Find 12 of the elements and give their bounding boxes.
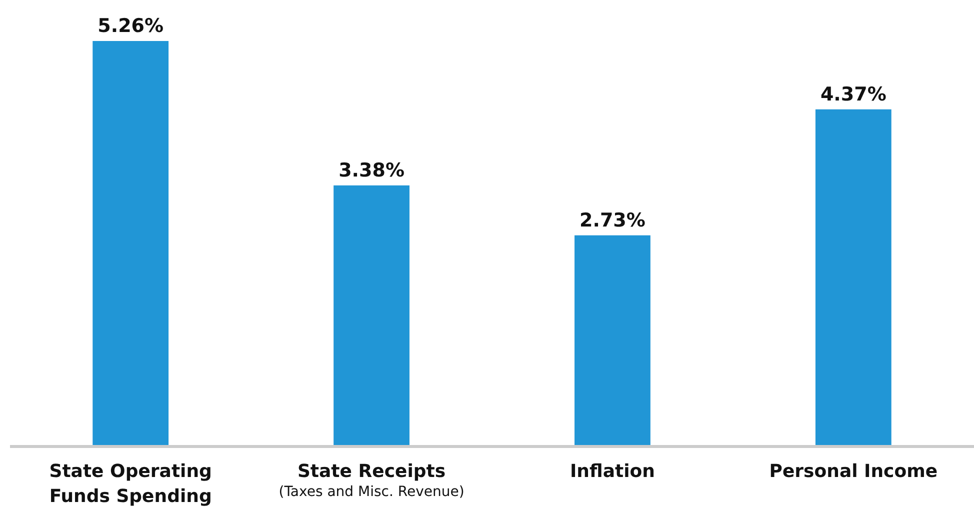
x-tick-label: Inflation — [570, 461, 655, 482]
data-label: 5.26% — [98, 15, 164, 37]
bar — [334, 185, 410, 445]
x-tick-label: State Operating Funds Spending — [49, 461, 212, 507]
x-tick-label: Personal Income — [769, 461, 938, 482]
data-label: 2.73% — [580, 209, 646, 232]
data-label: 3.38% — [338, 159, 404, 182]
bar — [815, 109, 892, 445]
bar — [574, 235, 650, 445]
data-label: 4.37% — [820, 83, 886, 106]
x-tick-label: State Receipts (Taxes and Misc. Revenue) — [278, 461, 464, 500]
bar — [92, 41, 169, 445]
